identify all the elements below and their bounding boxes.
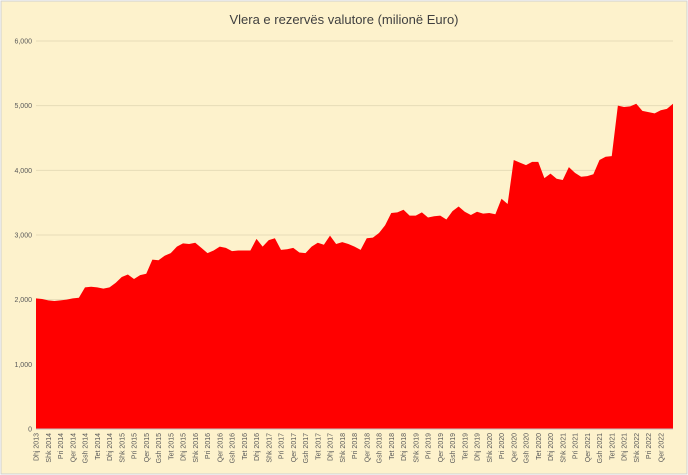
area <box>36 103 673 429</box>
x-tick-label: Qer 2017 <box>291 433 298 462</box>
x-tick-label: Qer 2020 <box>511 433 518 462</box>
x-tick-label: Pri 2014 <box>58 433 65 459</box>
x-tick-label: Tet 2016 <box>242 433 249 460</box>
y-tick-label: 4,000 <box>14 168 32 175</box>
x-tick-label: Qer 2014 <box>70 433 77 462</box>
x-tick-label: Pri 2015 <box>132 433 139 459</box>
x-tick-label: Pri 2020 <box>499 433 506 459</box>
x-tick-label: Pri 2018 <box>352 433 359 459</box>
x-tick-label: Tet 2014 <box>95 433 102 460</box>
y-tick-label: 0 <box>28 427 32 434</box>
x-tick-label: Tet 2017 <box>315 433 322 460</box>
x-tick-label: Pri 2019 <box>426 433 433 459</box>
x-tick-label: Dhj 2017 <box>328 433 335 461</box>
y-tick-label: 3,000 <box>14 233 32 240</box>
x-tick-label: Gsh 2015 <box>156 433 163 463</box>
x-tick-label: Shk 2021 <box>560 433 567 463</box>
x-tick-label: Qer 2022 <box>658 433 665 462</box>
y-tick-label: 6,000 <box>14 39 32 46</box>
x-tick-label: Qer 2021 <box>585 433 592 462</box>
x-tick-label: Gsh 2014 <box>83 433 90 463</box>
x-tick-label: Shk 2014 <box>46 433 53 463</box>
x-tick-label: Tet 2015 <box>168 433 175 460</box>
x-tick-label: Gsh 2018 <box>377 433 384 463</box>
x-tick-label: Qer 2016 <box>217 433 224 462</box>
x-tick-label: Gsh 2016 <box>230 433 237 463</box>
x-tick-label: Qer 2018 <box>364 433 371 462</box>
x-tick-label: Tet 2021 <box>609 433 616 460</box>
x-tick-label: Dhj 2015 <box>181 433 188 461</box>
x-tick-label: Dhj 2018 <box>401 433 408 461</box>
x-tick-label: Tet 2019 <box>462 433 469 460</box>
x-tick-label: Dhj 2014 <box>107 433 114 461</box>
x-tick-label: Gsh 2017 <box>303 433 310 463</box>
chart-title: Vlera e rezervës valutore (milionë Euro) <box>229 12 458 27</box>
x-tick-label: Gsh 2021 <box>597 433 604 463</box>
x-tick-label: Shk 2018 <box>340 433 347 463</box>
x-tick-label: Tet 2018 <box>389 433 396 460</box>
y-tick-label: 1,000 <box>14 362 32 369</box>
x-tick-label: Pri 2022 <box>646 433 653 459</box>
x-tick-label: Dhj 2020 <box>548 433 555 461</box>
x-tick-label: Tet 2020 <box>536 433 543 460</box>
x-tick-label: Dhj 2013 <box>34 433 41 461</box>
y-tick-label: 2,000 <box>14 297 32 304</box>
x-tick-label: Shk 2022 <box>634 433 641 463</box>
y-tick-label: 5,000 <box>14 103 32 110</box>
x-tick-label: Shk 2016 <box>193 433 200 463</box>
x-tick-label: Dhj 2019 <box>475 433 482 461</box>
x-tick-label: Shk 2017 <box>266 433 273 463</box>
x-tick-label: Pri 2016 <box>205 433 212 459</box>
x-tick-label: Qer 2015 <box>144 433 151 462</box>
x-tick-label: Pri 2017 <box>279 433 286 459</box>
x-tick-label: Dhj 2021 <box>622 433 629 461</box>
x-tick-label: Pri 2021 <box>573 433 580 459</box>
x-tick-label: Shk 2019 <box>413 433 420 463</box>
x-tick-label: Gsh 2019 <box>450 433 457 463</box>
x-tick-label: Dhj 2016 <box>254 433 261 461</box>
x-tick-label: Gsh 2020 <box>524 433 531 463</box>
x-tick-label: Shk 2020 <box>487 433 494 463</box>
x-tick-label: Qer 2019 <box>438 433 445 462</box>
x-tick-label: Shk 2015 <box>119 433 126 463</box>
